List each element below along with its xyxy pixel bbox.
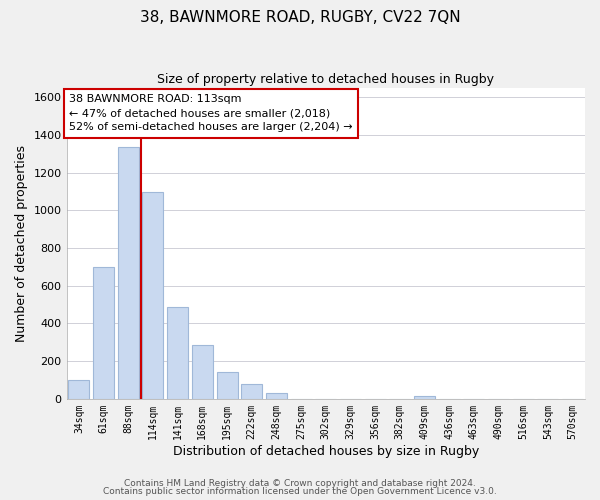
Y-axis label: Number of detached properties: Number of detached properties [15,145,28,342]
Text: Contains public sector information licensed under the Open Government Licence v3: Contains public sector information licen… [103,487,497,496]
Bar [266,393,287,399]
Bar [142,192,163,399]
Text: 38, BAWNMORE ROAD, RUGBY, CV22 7QN: 38, BAWNMORE ROAD, RUGBY, CV22 7QN [140,10,460,25]
X-axis label: Distribution of detached houses by size in Rugby: Distribution of detached houses by size … [173,444,479,458]
Bar [217,372,238,399]
Bar [241,384,262,399]
Bar [93,267,114,399]
Text: Contains HM Land Registry data © Crown copyright and database right 2024.: Contains HM Land Registry data © Crown c… [124,478,476,488]
Bar [414,396,435,399]
Text: 38 BAWNMORE ROAD: 113sqm
← 47% of detached houses are smaller (2,018)
52% of sem: 38 BAWNMORE ROAD: 113sqm ← 47% of detach… [69,94,353,132]
Title: Size of property relative to detached houses in Rugby: Size of property relative to detached ho… [157,72,494,86]
Bar [192,345,213,399]
Bar [68,380,89,399]
Bar [118,148,139,399]
Bar [167,306,188,399]
